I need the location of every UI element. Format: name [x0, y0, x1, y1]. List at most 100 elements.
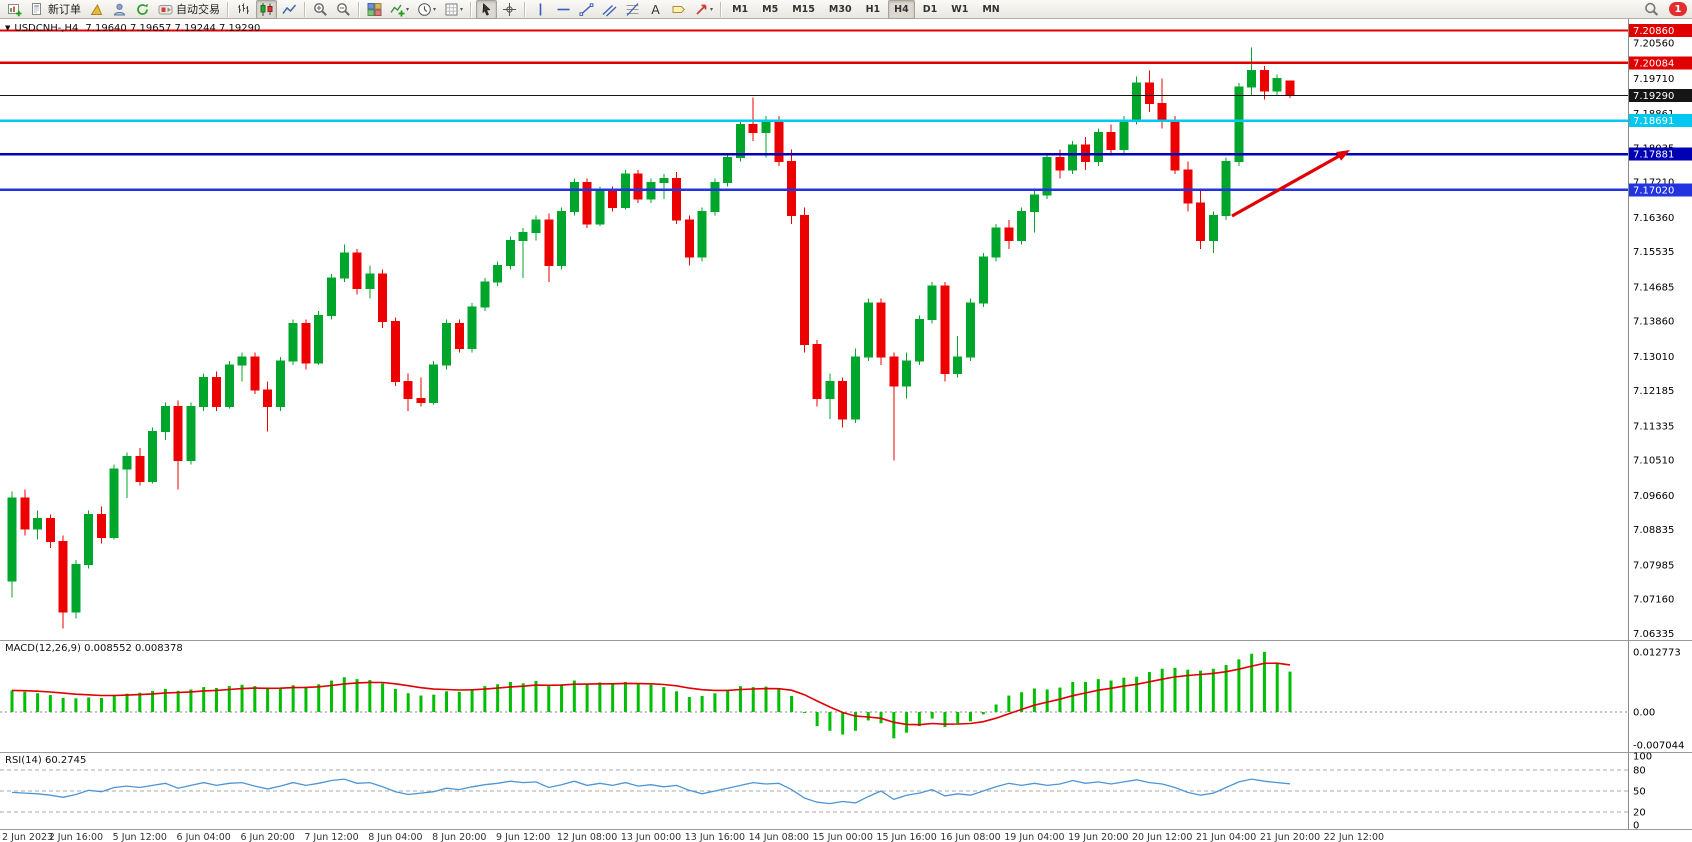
expert-advisors-button[interactable]	[86, 0, 107, 19]
candlestick-chart-button[interactable]	[256, 0, 277, 19]
fibonacci-button[interactable]	[622, 0, 643, 19]
svg-text:7.10510: 7.10510	[1633, 456, 1674, 467]
trendline-button[interactable]	[576, 0, 597, 19]
svg-text:21 Jun 20:00: 21 Jun 20:00	[1260, 832, 1320, 842]
candle	[96, 506, 106, 544]
candle	[467, 302, 477, 353]
autotrading-button[interactable]: 自动交易	[155, 0, 223, 19]
svg-text:7.15535: 7.15535	[1633, 247, 1674, 258]
price-marker	[1629, 114, 1692, 128]
timeframe-mn-button[interactable]: MN	[982, 3, 1000, 15]
chart-menu-icon[interactable]: ▼	[5, 24, 11, 32]
svg-text:7.06335: 7.06335	[1633, 629, 1674, 640]
periods-button[interactable]: ▾	[414, 0, 439, 19]
indicators-button[interactable]: ▾	[387, 0, 412, 19]
dropdown-caret-icon: ▾	[406, 5, 410, 13]
new-chart-button[interactable]	[4, 0, 25, 19]
candle	[1234, 82, 1244, 166]
candle	[378, 269, 388, 328]
horizontal-lines[interactable]	[0, 29, 1628, 192]
timeframe-m15-button[interactable]: M15	[792, 3, 815, 15]
arrows-button[interactable]: ▾	[691, 0, 716, 19]
timeframe-m5-button[interactable]: M5	[762, 3, 779, 15]
candle	[1208, 211, 1218, 254]
toolbar-separator	[720, 1, 723, 17]
trendline-icon	[579, 2, 594, 17]
profiles-button[interactable]	[109, 0, 130, 19]
candle	[544, 213, 554, 283]
candle	[633, 170, 643, 204]
timeframe-m1-button[interactable]: M1	[732, 3, 749, 15]
rsi-label: RSI(14) 60.2745	[5, 755, 87, 766]
svg-text:6 Jun 04:00: 6 Jun 04:00	[177, 832, 231, 842]
text-button[interactable]: A	[645, 0, 666, 19]
template-icon	[444, 2, 459, 17]
svg-text:7.18691: 7.18691	[1633, 116, 1674, 127]
candle	[774, 116, 784, 166]
zoom-in-icon	[313, 2, 328, 17]
candle	[288, 319, 298, 366]
candle	[697, 207, 707, 262]
svg-text:7.17210: 7.17210	[1633, 178, 1674, 189]
rsi-indicator	[11, 778, 1291, 805]
autotrading-button-label: 自动交易	[176, 2, 220, 16]
bars-icon	[236, 2, 251, 17]
hline-icon	[556, 2, 571, 17]
candle	[838, 377, 848, 428]
vertical-line-button[interactable]	[530, 0, 551, 19]
timeframe-w1-button[interactable]: W1	[951, 3, 969, 15]
candle	[33, 510, 43, 540]
svg-text:-0.007044: -0.007044	[1633, 741, 1684, 752]
timeframe-h4-button[interactable]: H4	[888, 0, 915, 19]
candle	[339, 244, 349, 283]
candle	[429, 360, 439, 405]
line-chart-button[interactable]	[279, 0, 300, 19]
new-order-button[interactable]: 新订单	[27, 0, 84, 19]
timeframe-d1-button[interactable]: D1	[922, 3, 938, 15]
candle	[761, 116, 771, 158]
tile-windows-button[interactable]	[364, 0, 385, 19]
candle	[1004, 219, 1014, 249]
candle	[1042, 153, 1052, 200]
timeframe-h1-button[interactable]: H1	[865, 3, 881, 15]
text-icon: A	[648, 2, 663, 17]
zoom-in-button[interactable]	[310, 0, 331, 19]
svg-text:13 Jun 00:00: 13 Jun 00:00	[621, 832, 681, 842]
candle	[45, 514, 55, 548]
bar-chart-button[interactable]	[233, 0, 254, 19]
svg-text:5 Jun 12:00: 5 Jun 12:00	[113, 832, 167, 842]
crosshair-button[interactable]	[499, 0, 520, 19]
candle	[1029, 190, 1039, 233]
toolbar-separator	[470, 1, 473, 17]
arrow-shaft[interactable]	[1231, 152, 1344, 218]
search-button[interactable]	[1641, 0, 1662, 19]
candle	[1106, 124, 1116, 154]
trend-arrow[interactable]	[1231, 150, 1350, 218]
svg-text:19 Jun 04:00: 19 Jun 04:00	[1004, 832, 1064, 842]
notification-badge[interactable]: 1	[1669, 2, 1687, 16]
price-marker	[1629, 56, 1692, 70]
candle	[224, 360, 234, 409]
refresh-button[interactable]	[132, 0, 153, 19]
svg-text:50: 50	[1633, 787, 1646, 798]
label-button[interactable]	[668, 0, 689, 19]
candle	[710, 178, 720, 216]
zoom-out-button[interactable]	[333, 0, 354, 19]
timeframe-m30-button[interactable]: M30	[828, 3, 852, 15]
svg-text:7.17881: 7.17881	[1633, 150, 1674, 161]
profile-icon	[112, 2, 127, 17]
cursor-button[interactable]	[476, 0, 498, 19]
candle	[250, 352, 260, 395]
dropdown-caret-icon: ▾	[710, 5, 714, 13]
candle	[493, 261, 503, 287]
price-marker	[1629, 147, 1692, 161]
channel-icon	[602, 2, 617, 17]
horizontal-line-button[interactable]	[553, 0, 574, 19]
svg-text:A: A	[651, 2, 660, 17]
svg-text:19 Jun 20:00: 19 Jun 20:00	[1068, 832, 1128, 842]
channel-button[interactable]	[599, 0, 620, 19]
toolbar-separator	[227, 1, 229, 17]
candle	[122, 452, 132, 498]
templates-button[interactable]: ▾	[441, 0, 466, 19]
